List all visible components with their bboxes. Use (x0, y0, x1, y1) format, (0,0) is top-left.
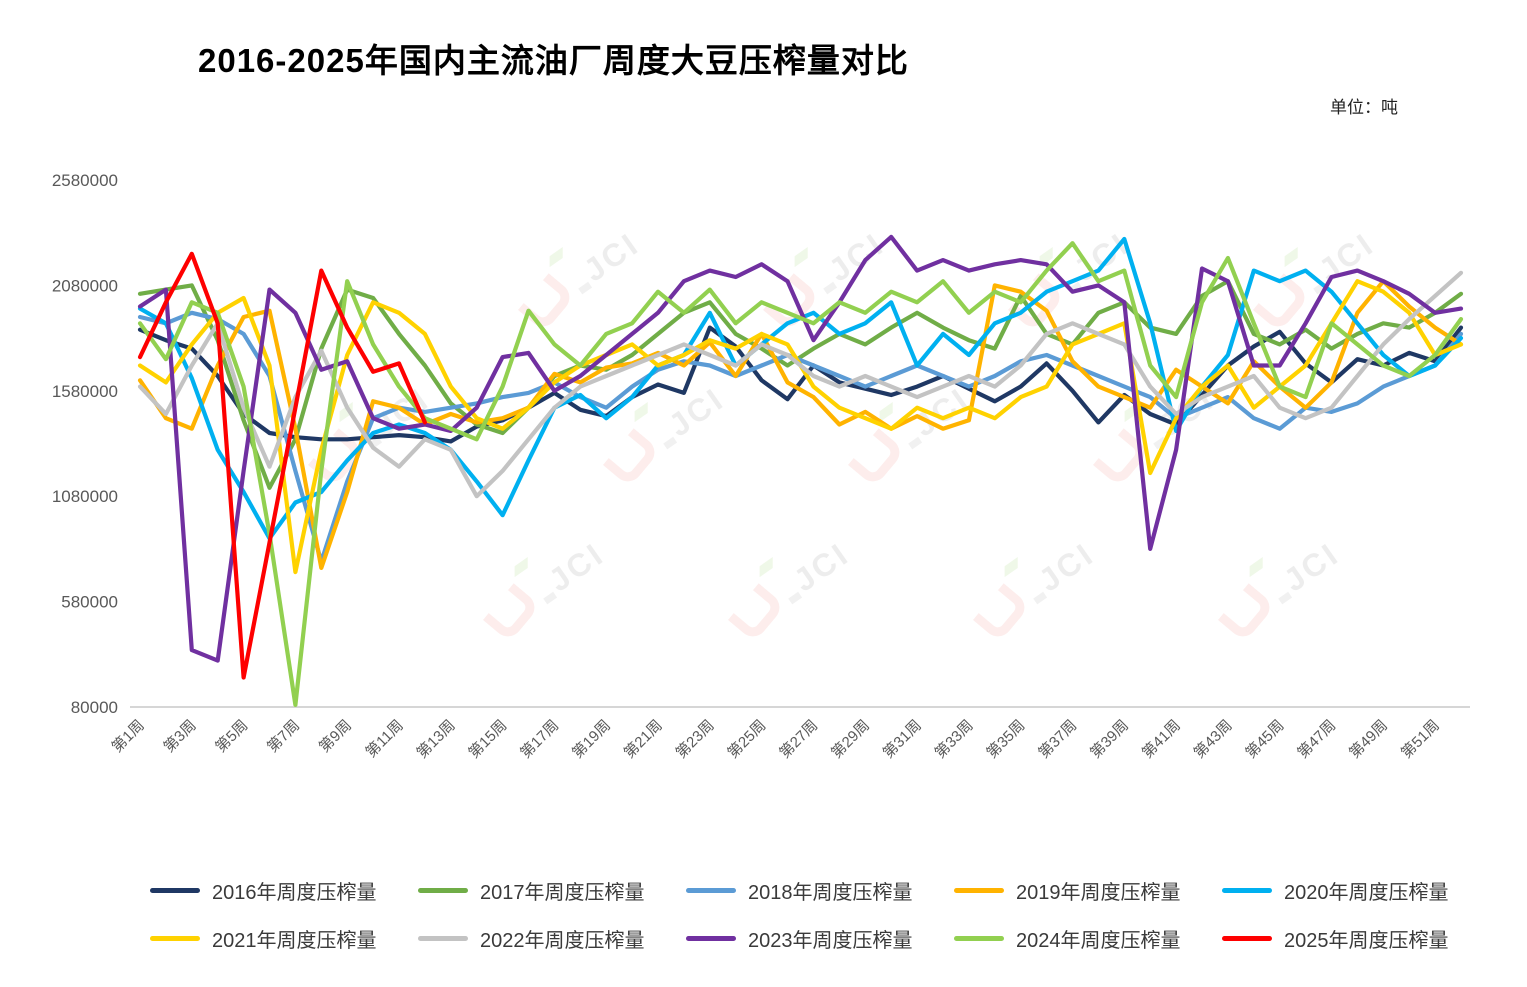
unit-label: 单位：吨 (1330, 98, 1398, 117)
x-axis-tick-label: 第5周 (212, 716, 252, 756)
x-axis-tick-label: 第13周 (413, 716, 459, 762)
x-axis-tick-label: 第25周 (724, 716, 770, 762)
x-axis-tick-label: 第1周 (108, 716, 148, 756)
series-line-2016年周度压榨量 (137, 325, 1464, 444)
legend-item-2020年周度压榨量: 2020年周度压榨量 (1222, 876, 1490, 905)
legend-swatch-icon (418, 935, 468, 941)
legend-label: 2022年周度压榨量 (480, 929, 645, 952)
x-axis-tick-label: 第15周 (465, 716, 511, 762)
y-axis-tick-label: 80000 (71, 698, 118, 717)
x-axis-tick-label: 第35周 (983, 716, 1029, 762)
legend-item-2023年周度压榨量: 2023年周度压榨量 (686, 924, 954, 953)
legend-swatch-icon (686, 887, 736, 893)
legend-item-2018年周度压榨量: 2018年周度压榨量 (686, 876, 954, 905)
legend-swatch-icon (686, 935, 736, 941)
legend-item-2024年周度压榨量: 2024年周度压榨量 (954, 924, 1222, 953)
x-axis-tick-label: 第41周 (1138, 716, 1184, 762)
series-line-2024年周度压榨量 (137, 241, 1464, 708)
x-axis-tick-label: 第11周 (362, 716, 407, 761)
legend-item-2022年周度压榨量: 2022年周度压榨量 (418, 924, 686, 953)
chart-legend: 2016年周度压榨量 2017年周度压榨量 2018年周度压榨量 2019年周度压榨量… (150, 866, 1490, 962)
x-axis-tick-label: 第51周 (1397, 716, 1443, 762)
x-axis-tick-label: 第43周 (1190, 716, 1236, 762)
legend-swatch-icon (418, 887, 468, 893)
x-axis-tick-label: 第45周 (1242, 716, 1288, 762)
x-axis-tick-label: 第47周 (1294, 716, 1340, 762)
x-axis-tick-label: 第49周 (1345, 716, 1391, 762)
x-axis-tick-label: 第9周 (315, 716, 355, 756)
x-axis-tick-label: 第19周 (568, 716, 614, 762)
legend-label: 2018年周度压榨量 (748, 881, 913, 904)
legend-item-2019年周度压榨量: 2019年周度压榨量 (954, 876, 1222, 905)
x-axis-tick-label: 第39周 (1086, 716, 1132, 762)
x-axis-tick-label: 第17周 (517, 716, 563, 762)
series-line-2021年周度压榨量 (137, 279, 1464, 575)
x-axis-tick-label: 第7周 (263, 716, 303, 756)
series-line-2019年周度压榨量 (137, 279, 1464, 571)
series-line-2022年周度压榨量 (137, 270, 1464, 499)
legend-swatch-icon (1222, 887, 1272, 893)
legend-item-2016年周度压榨量: 2016年周度压榨量 (150, 876, 418, 905)
legend-item-2017年周度压榨量: 2017年周度压榨量 (418, 876, 686, 905)
chart-title: 2016-2025年国内主流油厂周度大豆压榨量对比 (198, 42, 909, 79)
x-axis-tick-label: 第27周 (776, 716, 822, 762)
x-axis-tick-label: 第21周 (620, 716, 666, 762)
legend-label: 2023年周度压榨量 (748, 929, 913, 952)
legend-label: 2020年周度压榨量 (1284, 881, 1449, 904)
y-axis-tick-label: 1580000 (52, 382, 118, 401)
x-axis-tick-label: 第33周 (931, 716, 977, 762)
series-line-2025年周度压榨量 (137, 251, 427, 680)
legend-label: 2024年周度压榨量 (1016, 929, 1181, 952)
y-axis-tick-label: 580000 (61, 593, 118, 612)
legend-item-2021年周度压榨量: 2021年周度压榨量 (150, 924, 418, 953)
x-axis-tick-label: 第31周 (879, 716, 925, 762)
x-axis-tick-label: 第23周 (672, 716, 718, 762)
x-axis-tick-label: 第3周 (160, 716, 200, 756)
y-axis-tick-label: 2080000 (52, 276, 118, 295)
legend-label: 2021年周度压榨量 (212, 929, 377, 952)
legend-label: 2016年周度压榨量 (212, 881, 377, 904)
legend-swatch-icon (954, 935, 1004, 941)
legend-label: 2017年周度压榨量 (480, 881, 645, 904)
x-axis-tick-label: 第37周 (1035, 716, 1081, 762)
legend-item-2025年周度压榨量: 2025年周度压榨量 (1222, 924, 1490, 953)
legend-label: 2019年周度压榨量 (1016, 881, 1181, 904)
legend-swatch-icon (150, 935, 200, 941)
legend-swatch-icon (150, 887, 200, 893)
y-axis-tick-label: 1080000 (52, 487, 118, 506)
legend-label: 2025年周度压榨量 (1284, 929, 1449, 952)
legend-swatch-icon (1222, 935, 1272, 941)
legend-swatch-icon (954, 887, 1004, 893)
series-line-2023年周度压榨量 (137, 234, 1464, 663)
y-axis-tick-label: 2580000 (52, 171, 118, 190)
x-axis-tick-label: 第29周 (827, 716, 873, 762)
